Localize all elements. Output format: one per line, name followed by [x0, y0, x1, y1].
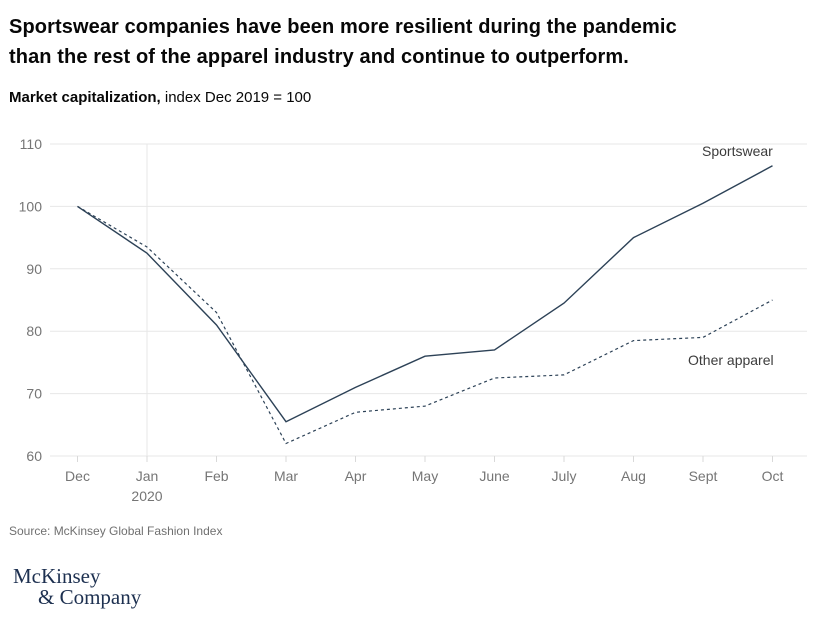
- mckinsey-logo: McKinsey & Company: [13, 566, 141, 608]
- x-axis-label: Oct: [762, 468, 784, 484]
- x-axis-label: July: [552, 468, 577, 484]
- x-axis-label: May: [412, 468, 438, 484]
- y-axis-label: 70: [26, 386, 42, 402]
- chart-subtitle-rest: index Dec 2019 = 100: [160, 89, 312, 106]
- y-axis-label: 110: [20, 136, 43, 152]
- y-axis-label: 100: [19, 198, 43, 214]
- line-chart-plot: 60 70 80 90 100 110 Dec Jan Feb Mar Apr May June July…: [19, 136, 807, 504]
- x-axis-sublabel: 2020: [131, 488, 162, 504]
- logo-line-2: & Company: [38, 585, 142, 609]
- chart-subtitle-bold: Market capitalization,: [9, 89, 161, 106]
- series-label-sportswear: Sportswear: [702, 143, 773, 159]
- x-axis-label: Aug: [621, 468, 646, 484]
- x-axis-label: Mar: [274, 468, 298, 484]
- logo-line-1: McKinsey: [13, 564, 101, 588]
- x-axis-label: Feb: [204, 468, 228, 484]
- x-axis-label: Apr: [345, 468, 367, 484]
- y-axis-label: 90: [26, 261, 42, 277]
- x-axis-label: Sept: [689, 468, 718, 484]
- chart-subtitle: Market capitalization, index Dec 2019 = …: [9, 89, 311, 106]
- y-axis-label: 80: [26, 323, 42, 339]
- series-line-sportswear: [77, 165, 773, 423]
- y-axis-label: 60: [26, 448, 42, 464]
- series-line-other-apparel: [77, 205, 773, 445]
- source-note: Source: McKinsey Global Fashion Index: [9, 524, 223, 538]
- chart-title: Sportswear companies have been more resi…: [9, 16, 677, 68]
- x-axis-label: Dec: [65, 468, 90, 484]
- x-axis-label: June: [479, 468, 510, 484]
- x-axis-label: Jan: [136, 468, 159, 484]
- series-label-other-apparel: Other apparel: [688, 352, 774, 368]
